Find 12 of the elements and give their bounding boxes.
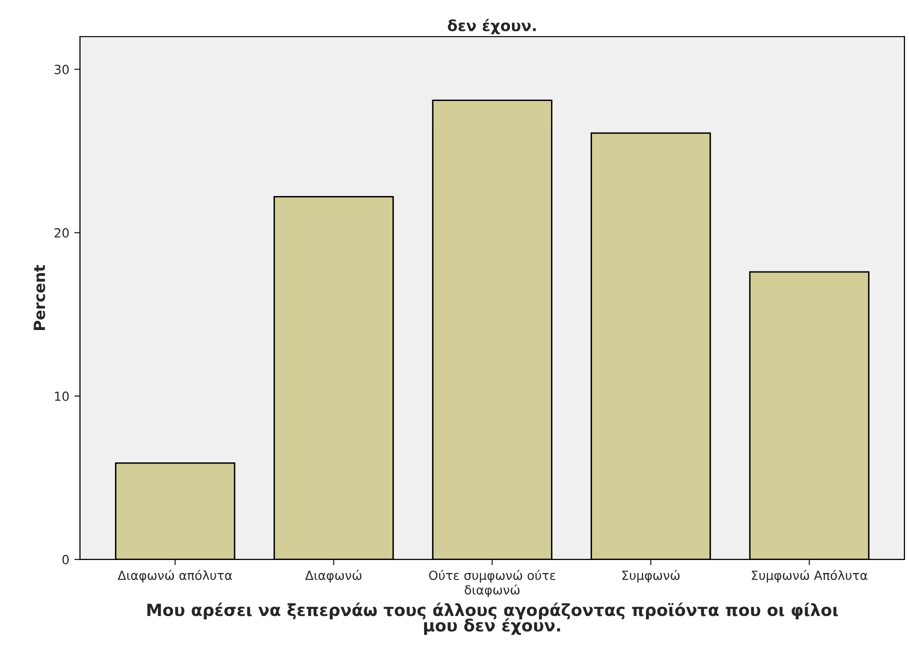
x-axis-title: Μου αρέσει να ξεπερνάω τους άλλους αγοράζοντας προϊόντα που οι φίλοι μου δεν έχουν. <box>147 602 838 635</box>
x-tick-label: Ούτε συμφωνώ ούτε διαφωνώ <box>429 570 556 598</box>
y-tick-label: 0 <box>62 554 69 564</box>
x-tick-label: Διαφωνώ απόλυτα <box>118 570 232 582</box>
y-tick-label: 10 <box>55 392 69 401</box>
chart-title: δεν έχουν. <box>448 18 536 34</box>
y-tick-label: 20 <box>54 228 69 238</box>
x-tick-label: Συμφωνώ Απόλυτα <box>752 570 868 582</box>
y-axis-title: Percent <box>34 265 46 330</box>
y-tick-label: 30 <box>54 64 69 74</box>
x-tick-label: Συμφωνώ <box>622 570 680 582</box>
x-tick-label: Διαφωνώ <box>305 570 362 582</box>
